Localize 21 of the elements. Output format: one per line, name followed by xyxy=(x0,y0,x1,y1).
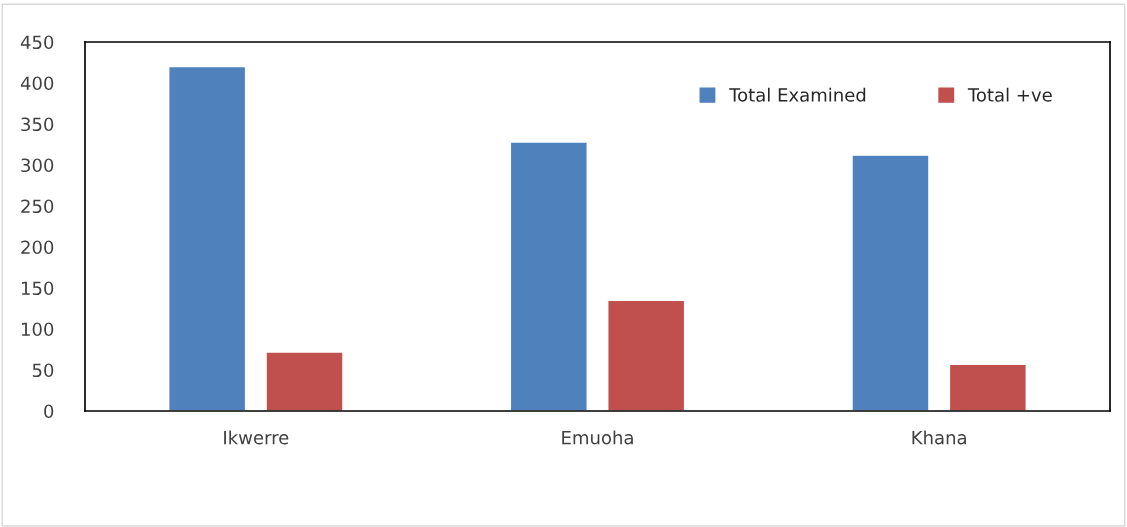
bar xyxy=(607,299,686,411)
bar xyxy=(948,363,1027,411)
y-tick-label: 150 xyxy=(21,281,54,296)
y-tick-label: 200 xyxy=(21,240,54,255)
y-tick-label: 300 xyxy=(21,158,54,173)
x-tick-label: Emuoha xyxy=(562,430,633,445)
x-tick-label: Khana xyxy=(912,430,966,445)
bar xyxy=(851,154,930,411)
legend-label: Total +ve xyxy=(967,87,1052,102)
x-tick-label: Ikwerre xyxy=(224,430,289,445)
y-tick-label: 0 xyxy=(44,404,54,419)
y-tick-label: 400 xyxy=(20,76,54,91)
bar xyxy=(509,141,588,411)
y-tick-label: 250 xyxy=(21,199,54,214)
y-tick-label: 50 xyxy=(32,363,54,378)
bar xyxy=(265,351,344,411)
bar xyxy=(168,65,247,411)
y-tick-label: 350 xyxy=(21,117,54,132)
y-tick-label: 100 xyxy=(21,322,54,337)
y-tick-label: 450 xyxy=(20,35,54,50)
legend-label: Total Examined xyxy=(729,87,866,102)
